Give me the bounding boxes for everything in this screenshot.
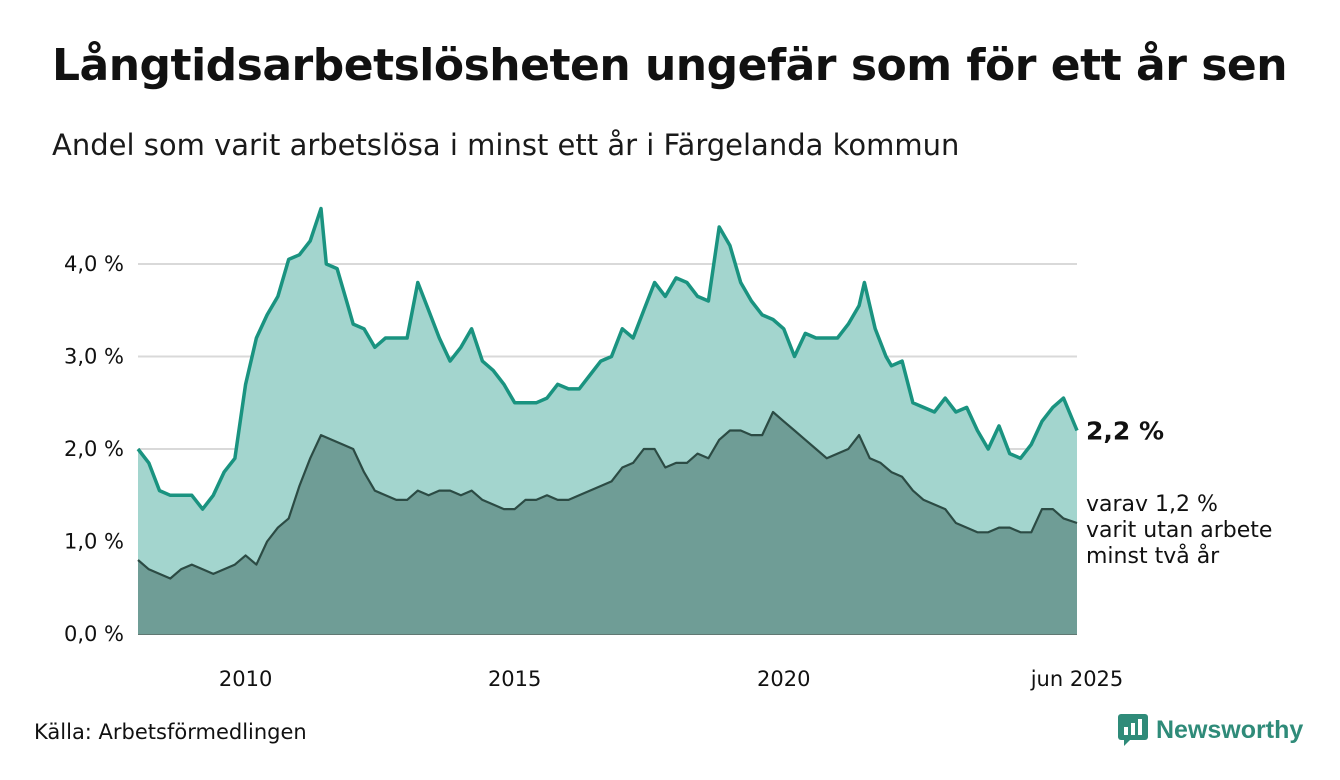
source-note: Källa: Arbetsförmedlingen — [34, 720, 307, 744]
area-chart: 0,0 % 1,0 % 2,0 % 3,0 % 4,0 % 2010 2015 2020 ju… — [64, 206, 1272, 691]
y-tick-label: 1,0 % — [64, 530, 124, 554]
end-label-total: 2,2 % — [1086, 417, 1164, 446]
y-tick-label: 0,0 % — [64, 622, 124, 646]
x-tick-label: 2015 — [488, 667, 541, 691]
x-axis-ticks: 2010 2015 2020 jun 2025 — [219, 667, 1123, 691]
y-tick-label: 2,0 % — [64, 437, 124, 461]
x-tick-label: jun 2025 — [1030, 667, 1124, 691]
chart-title: Långtidsarbetslösheten ungefär som för e… — [52, 40, 1288, 91]
end-label-long-term: varit utan arbete — [1086, 518, 1272, 543]
x-tick-label: 2020 — [757, 667, 810, 691]
newsworthy-logo-icon — [1118, 714, 1148, 746]
line-total-unemployed — [136, 206, 1079, 511]
line-long-term-unemployed — [137, 410, 1078, 580]
x-tick-label: 2010 — [219, 667, 272, 691]
y-tick-label: 4,0 % — [64, 252, 124, 276]
end-label-long-term: varav 1,2 % — [1086, 492, 1218, 517]
y-tick-label: 3,0 % — [64, 345, 124, 369]
chart-subtitle: Andel som varit arbetslösa i minst ett å… — [52, 128, 960, 162]
y-axis-ticks: 0,0 % 1,0 % 2,0 % 3,0 % 4,0 % — [64, 252, 124, 646]
brand-logo[interactable]: Newsworthy — [1118, 714, 1303, 746]
brand-name: Newsworthy — [1156, 715, 1304, 744]
end-label-long-term: minst två år — [1086, 543, 1220, 569]
area-long-term-unemployed — [138, 412, 1077, 634]
